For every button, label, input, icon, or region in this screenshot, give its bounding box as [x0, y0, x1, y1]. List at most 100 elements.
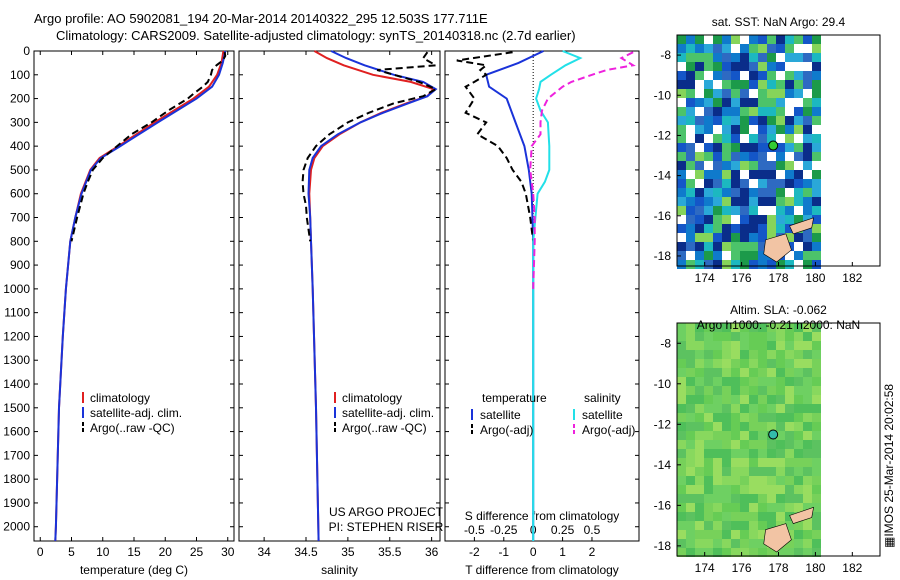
map-cell	[803, 521, 812, 530]
map-cell	[695, 404, 704, 413]
map-cell	[785, 161, 794, 170]
map-cell	[758, 341, 767, 350]
map-cell	[812, 341, 821, 350]
map-cell	[704, 107, 713, 116]
map-cell	[767, 107, 776, 116]
map-cell	[803, 80, 812, 89]
map-cell	[776, 440, 785, 449]
map-cell	[803, 548, 812, 557]
map-cell	[677, 80, 686, 89]
map-cell	[767, 386, 776, 395]
map-cell	[713, 134, 722, 143]
legend-label: satellite-adj. clim.	[342, 406, 434, 420]
map-cell	[785, 368, 794, 377]
map-cell	[704, 323, 713, 332]
map-cell	[686, 215, 695, 224]
map-cell	[731, 134, 740, 143]
map-cell	[767, 377, 776, 386]
map-cell	[704, 359, 713, 368]
map-cell	[794, 125, 803, 134]
map-cell	[713, 449, 722, 458]
map-cell	[812, 98, 821, 107]
map-cell	[704, 197, 713, 206]
map-cell	[803, 485, 812, 494]
map-cell	[686, 53, 695, 62]
map-cell	[776, 503, 785, 512]
map-cell	[722, 107, 731, 116]
map-cell	[695, 152, 704, 161]
map-cell	[695, 386, 704, 395]
map-cell	[695, 170, 704, 179]
map-cell	[803, 143, 812, 152]
map-cell	[803, 377, 812, 386]
map-cell	[749, 215, 758, 224]
map-cell	[767, 503, 776, 512]
map-cell	[785, 521, 794, 530]
map-cell	[722, 539, 731, 548]
map-cell	[686, 467, 695, 476]
map-cell	[740, 206, 749, 215]
map-cell	[776, 341, 785, 350]
map-cell	[803, 152, 812, 161]
map-cell	[704, 476, 713, 485]
map-cell	[731, 386, 740, 395]
map-cell	[677, 107, 686, 116]
map-cell	[713, 467, 722, 476]
map-cell	[713, 143, 722, 152]
map-cell	[749, 485, 758, 494]
map-cell	[740, 107, 749, 116]
map-cell	[749, 53, 758, 62]
map-cell	[803, 134, 812, 143]
map-cell	[776, 161, 785, 170]
map-cell	[686, 98, 695, 107]
map-cell	[803, 53, 812, 62]
map-cell	[695, 197, 704, 206]
map-cell	[785, 476, 794, 485]
map-cell	[740, 350, 749, 359]
map-cell	[677, 341, 686, 350]
temperature-panel: 0100200300400500600700800900100011001200…	[3, 44, 234, 577]
map-cell	[812, 44, 821, 53]
map-cell	[794, 548, 803, 557]
map-cell	[677, 485, 686, 494]
map-cell	[695, 431, 704, 440]
map-cell	[704, 170, 713, 179]
map-cell	[686, 332, 695, 341]
map-cell	[722, 98, 731, 107]
map-cell	[767, 35, 776, 44]
map-cell	[704, 224, 713, 233]
map-cell	[731, 332, 740, 341]
map-cell	[704, 260, 713, 269]
map-cell	[740, 440, 749, 449]
map-y-tick-label: -14	[654, 458, 672, 472]
map-cell	[794, 485, 803, 494]
map-cell	[677, 422, 686, 431]
map-cell	[758, 521, 767, 530]
map-cell	[704, 494, 713, 503]
map-cell	[722, 386, 731, 395]
map-cell	[686, 143, 695, 152]
map-cell	[785, 260, 794, 269]
map-cell	[740, 215, 749, 224]
map-cell	[695, 413, 704, 422]
diff-xlabel-top: S difference from climatology	[465, 509, 620, 523]
map-cell	[758, 179, 767, 188]
argo-position-marker	[768, 140, 779, 151]
map-cell	[677, 431, 686, 440]
map-cell	[803, 161, 812, 170]
map-cell	[776, 386, 785, 395]
map-cell	[731, 188, 740, 197]
map-cell	[794, 35, 803, 44]
map-cell	[713, 494, 722, 503]
map-cell	[740, 152, 749, 161]
map-cell	[758, 422, 767, 431]
map-cell	[749, 107, 758, 116]
temperature-x-tick-label: 25	[190, 545, 204, 559]
map-cell	[713, 197, 722, 206]
map-cell	[758, 71, 767, 80]
map-cell	[704, 512, 713, 521]
map-cell	[758, 494, 767, 503]
map-cell	[749, 494, 758, 503]
map-cell	[695, 512, 704, 521]
